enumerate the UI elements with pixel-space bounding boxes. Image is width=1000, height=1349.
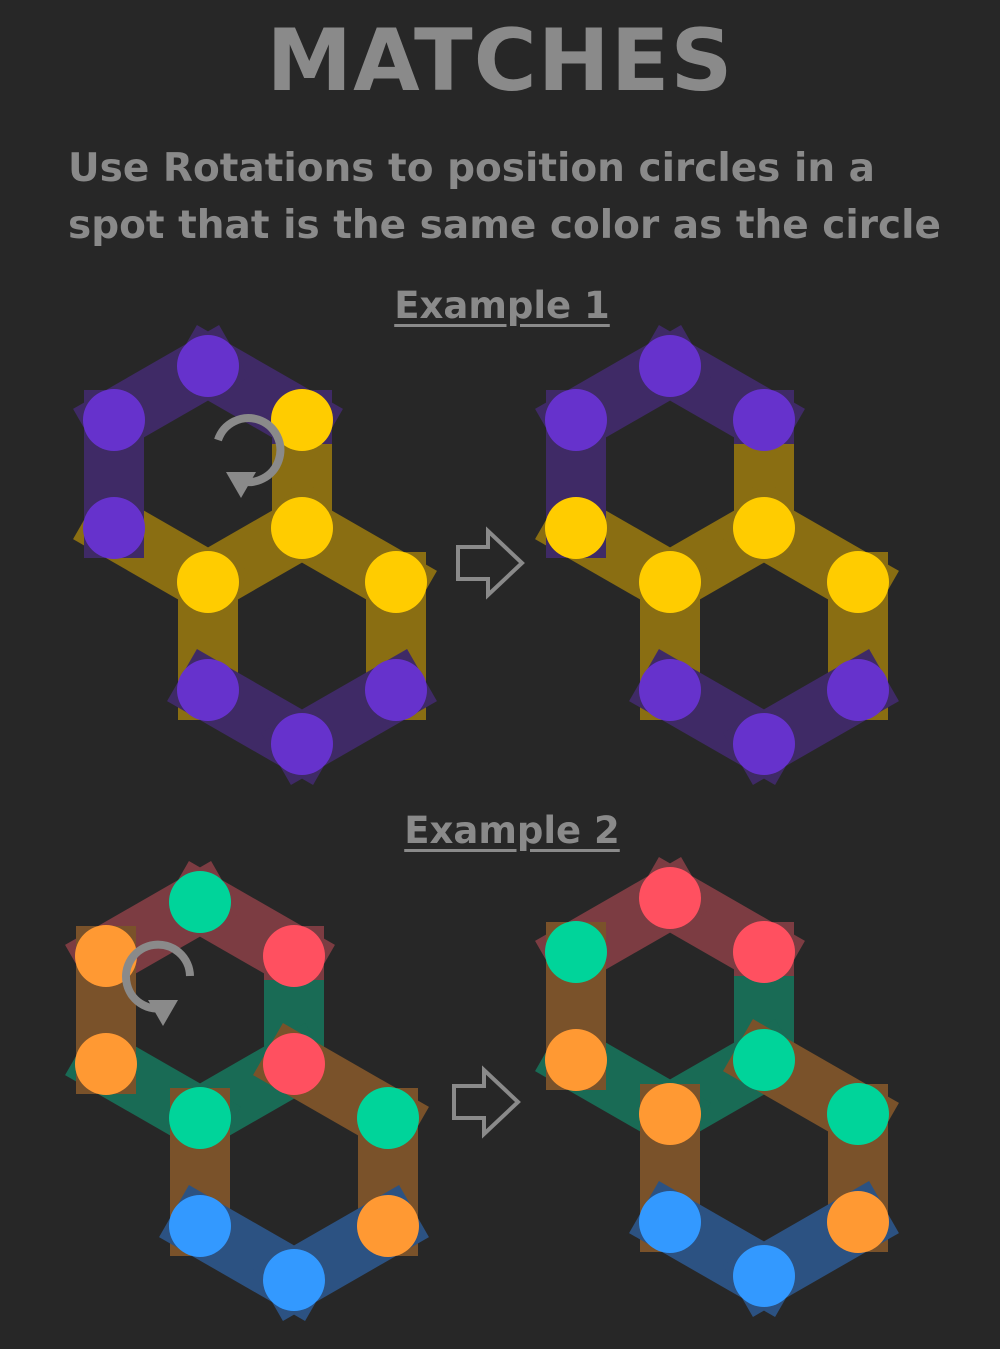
purple-circle[interactable] <box>271 713 333 775</box>
instructions-text: Use Rotations to position circles in a s… <box>68 146 941 248</box>
blue-circle[interactable] <box>733 1245 795 1307</box>
green-circle[interactable] <box>733 1029 795 1091</box>
purple-circle[interactable] <box>83 389 145 451</box>
purple-circle[interactable] <box>733 713 795 775</box>
blue-circle[interactable] <box>169 1195 231 1257</box>
example-2-before-board <box>65 861 429 1321</box>
green-circle[interactable] <box>169 1087 231 1149</box>
example-1-after-board <box>535 325 899 785</box>
yellow-circle[interactable] <box>271 389 333 451</box>
purple-circle[interactable] <box>83 497 145 559</box>
right-arrow-icon <box>452 1065 521 1139</box>
blue-circle[interactable] <box>639 1191 701 1253</box>
green-circle[interactable] <box>357 1087 419 1149</box>
blue-circle[interactable] <box>263 1249 325 1311</box>
yellow-circle[interactable] <box>827 551 889 613</box>
counterclockwise-rotate-icon[interactable] <box>122 940 194 1026</box>
orange-circle[interactable] <box>827 1191 889 1253</box>
example-1-heading: Example 1 <box>394 284 610 327</box>
purple-circle[interactable] <box>545 389 607 451</box>
red-circle[interactable] <box>733 921 795 983</box>
page-title: MATCHES <box>266 11 734 111</box>
purple-circle[interactable] <box>639 335 701 397</box>
red-circle[interactable] <box>263 925 325 987</box>
yellow-circle[interactable] <box>733 497 795 559</box>
purple-circle[interactable] <box>827 659 889 721</box>
red-circle[interactable] <box>263 1033 325 1095</box>
purple-circle[interactable] <box>177 335 239 397</box>
yellow-circle[interactable] <box>177 551 239 613</box>
green-circle[interactable] <box>545 921 607 983</box>
red-circle[interactable] <box>639 867 701 929</box>
green-circle[interactable] <box>827 1083 889 1145</box>
example-1-before-board <box>73 325 437 785</box>
orange-circle[interactable] <box>75 1033 137 1095</box>
yellow-circle[interactable] <box>365 551 427 613</box>
example-2-heading: Example 2 <box>404 809 620 852</box>
yellow-circle[interactable] <box>639 551 701 613</box>
example-2-after-board <box>535 857 899 1317</box>
clockwise-rotate-icon[interactable] <box>214 414 285 498</box>
orange-circle[interactable] <box>357 1195 419 1257</box>
yellow-circle[interactable] <box>545 497 607 559</box>
purple-circle[interactable] <box>177 659 239 721</box>
orange-circle[interactable] <box>545 1029 607 1091</box>
orange-circle[interactable] <box>639 1083 701 1145</box>
orange-circle[interactable] <box>75 925 137 987</box>
right-arrow-icon <box>456 526 525 600</box>
purple-circle[interactable] <box>733 389 795 451</box>
yellow-circle[interactable] <box>271 497 333 559</box>
purple-circle[interactable] <box>365 659 427 721</box>
purple-circle[interactable] <box>639 659 701 721</box>
green-circle[interactable] <box>169 871 231 933</box>
